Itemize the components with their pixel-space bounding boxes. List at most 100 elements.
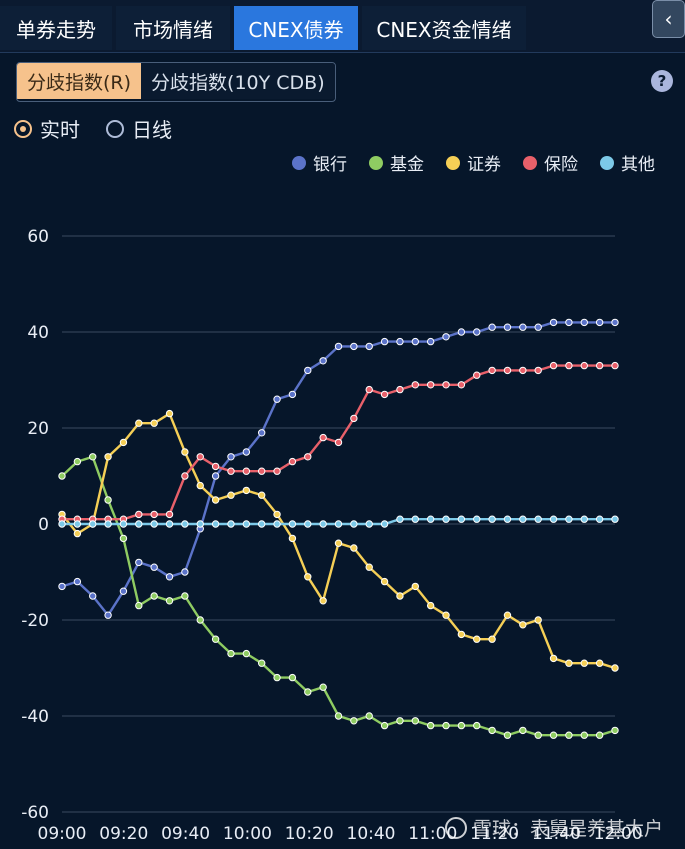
data-point[interactable] — [150, 520, 158, 528]
data-point[interactable] — [442, 515, 450, 523]
data-point[interactable] — [611, 318, 619, 327]
data-point[interactable] — [473, 371, 481, 379]
tab-market-sentiment[interactable]: 市场情绪 — [116, 6, 230, 50]
data-point[interactable] — [396, 385, 404, 394]
data-point[interactable] — [319, 357, 327, 365]
data-point[interactable] — [595, 659, 604, 667]
data-point[interactable] — [365, 520, 373, 528]
segment-divergence-10y-cdb[interactable]: 分歧指数(10Y CDB) — [141, 63, 335, 99]
data-point[interactable] — [457, 721, 466, 730]
data-point[interactable] — [104, 611, 112, 619]
data-point[interactable] — [165, 409, 174, 418]
data-point[interactable] — [519, 323, 527, 331]
data-point[interactable] — [273, 673, 281, 682]
data-point[interactable] — [304, 573, 312, 581]
legend-item-insurance[interactable]: 保险 — [523, 150, 578, 175]
data-point[interactable] — [135, 419, 143, 427]
data-point[interactable] — [242, 520, 251, 528]
data-point[interactable] — [150, 419, 158, 427]
data-point[interactable] — [196, 481, 204, 490]
data-point[interactable] — [350, 342, 358, 351]
data-point[interactable] — [411, 381, 420, 389]
data-point[interactable] — [457, 630, 466, 639]
data-point[interactable] — [442, 611, 450, 619]
data-point[interactable] — [549, 318, 558, 327]
data-point[interactable] — [380, 520, 389, 528]
data-point[interactable] — [242, 467, 251, 475]
data-point[interactable] — [595, 318, 604, 327]
data-point[interactable] — [73, 457, 82, 466]
legend-item-banks[interactable]: 银行 — [292, 150, 347, 175]
data-point[interactable] — [58, 582, 66, 591]
data-point[interactable] — [104, 520, 112, 528]
data-point[interactable] — [211, 472, 220, 480]
data-point[interactable] — [549, 515, 558, 523]
radio-daily[interactable]: 日线 — [106, 114, 172, 143]
data-point[interactable] — [503, 323, 512, 331]
radio-realtime[interactable]: 实时 — [14, 114, 80, 143]
data-point[interactable] — [227, 491, 235, 499]
data-point[interactable] — [196, 453, 204, 461]
data-point[interactable] — [411, 337, 420, 346]
data-point[interactable] — [227, 649, 235, 658]
data-point[interactable] — [257, 429, 266, 437]
data-point[interactable] — [519, 515, 527, 523]
data-point[interactable] — [534, 731, 542, 739]
question-icon[interactable]: ? — [651, 70, 673, 92]
data-point[interactable] — [457, 328, 466, 336]
data-point[interactable] — [135, 520, 143, 528]
data-point[interactable] — [365, 563, 373, 571]
data-point[interactable] — [181, 448, 189, 456]
data-point[interactable] — [411, 515, 420, 523]
data-point[interactable] — [488, 515, 496, 523]
data-point[interactable] — [365, 342, 373, 351]
data-point[interactable] — [580, 731, 588, 739]
data-point[interactable] — [442, 721, 450, 730]
data-point[interactable] — [611, 726, 619, 735]
data-point[interactable] — [257, 659, 266, 667]
data-point[interactable] — [611, 515, 619, 523]
data-point[interactable] — [334, 520, 343, 528]
data-point[interactable] — [150, 563, 158, 571]
data-point[interactable] — [534, 616, 542, 624]
data-point[interactable] — [503, 731, 512, 739]
data-point[interactable] — [242, 649, 251, 658]
data-point[interactable] — [457, 381, 466, 389]
data-point[interactable] — [350, 544, 358, 552]
data-point[interactable] — [165, 520, 174, 528]
data-point[interactable] — [473, 328, 481, 336]
data-point[interactable] — [288, 390, 297, 399]
data-point[interactable] — [580, 361, 588, 370]
data-point[interactable] — [442, 333, 450, 341]
data-point[interactable] — [396, 515, 404, 523]
data-point[interactable] — [273, 510, 281, 519]
data-point[interactable] — [549, 361, 558, 370]
data-point[interactable] — [257, 467, 266, 475]
data-point[interactable] — [319, 520, 327, 528]
data-point[interactable] — [211, 496, 220, 504]
data-point[interactable] — [380, 721, 389, 730]
data-point[interactable] — [580, 515, 588, 523]
data-point[interactable] — [273, 467, 281, 475]
data-point[interactable] — [488, 635, 496, 643]
data-point[interactable] — [549, 654, 558, 663]
data-point[interactable] — [135, 601, 143, 610]
data-point[interactable] — [611, 361, 619, 370]
data-point[interactable] — [365, 385, 373, 394]
data-point[interactable] — [227, 453, 235, 461]
data-point[interactable] — [565, 659, 573, 667]
data-point[interactable] — [273, 395, 281, 403]
data-point[interactable] — [288, 520, 297, 528]
data-point[interactable] — [242, 486, 251, 495]
data-point[interactable] — [411, 717, 420, 725]
data-point[interactable] — [181, 592, 189, 600]
collapse-button[interactable]: ‹ — [652, 0, 685, 38]
data-point[interactable] — [257, 491, 266, 499]
data-point[interactable] — [135, 558, 143, 567]
data-point[interactable] — [595, 361, 604, 370]
data-point[interactable] — [165, 597, 174, 605]
data-point[interactable] — [380, 390, 389, 399]
data-point[interactable] — [426, 515, 435, 523]
data-point[interactable] — [519, 726, 527, 735]
data-point[interactable] — [365, 712, 373, 720]
